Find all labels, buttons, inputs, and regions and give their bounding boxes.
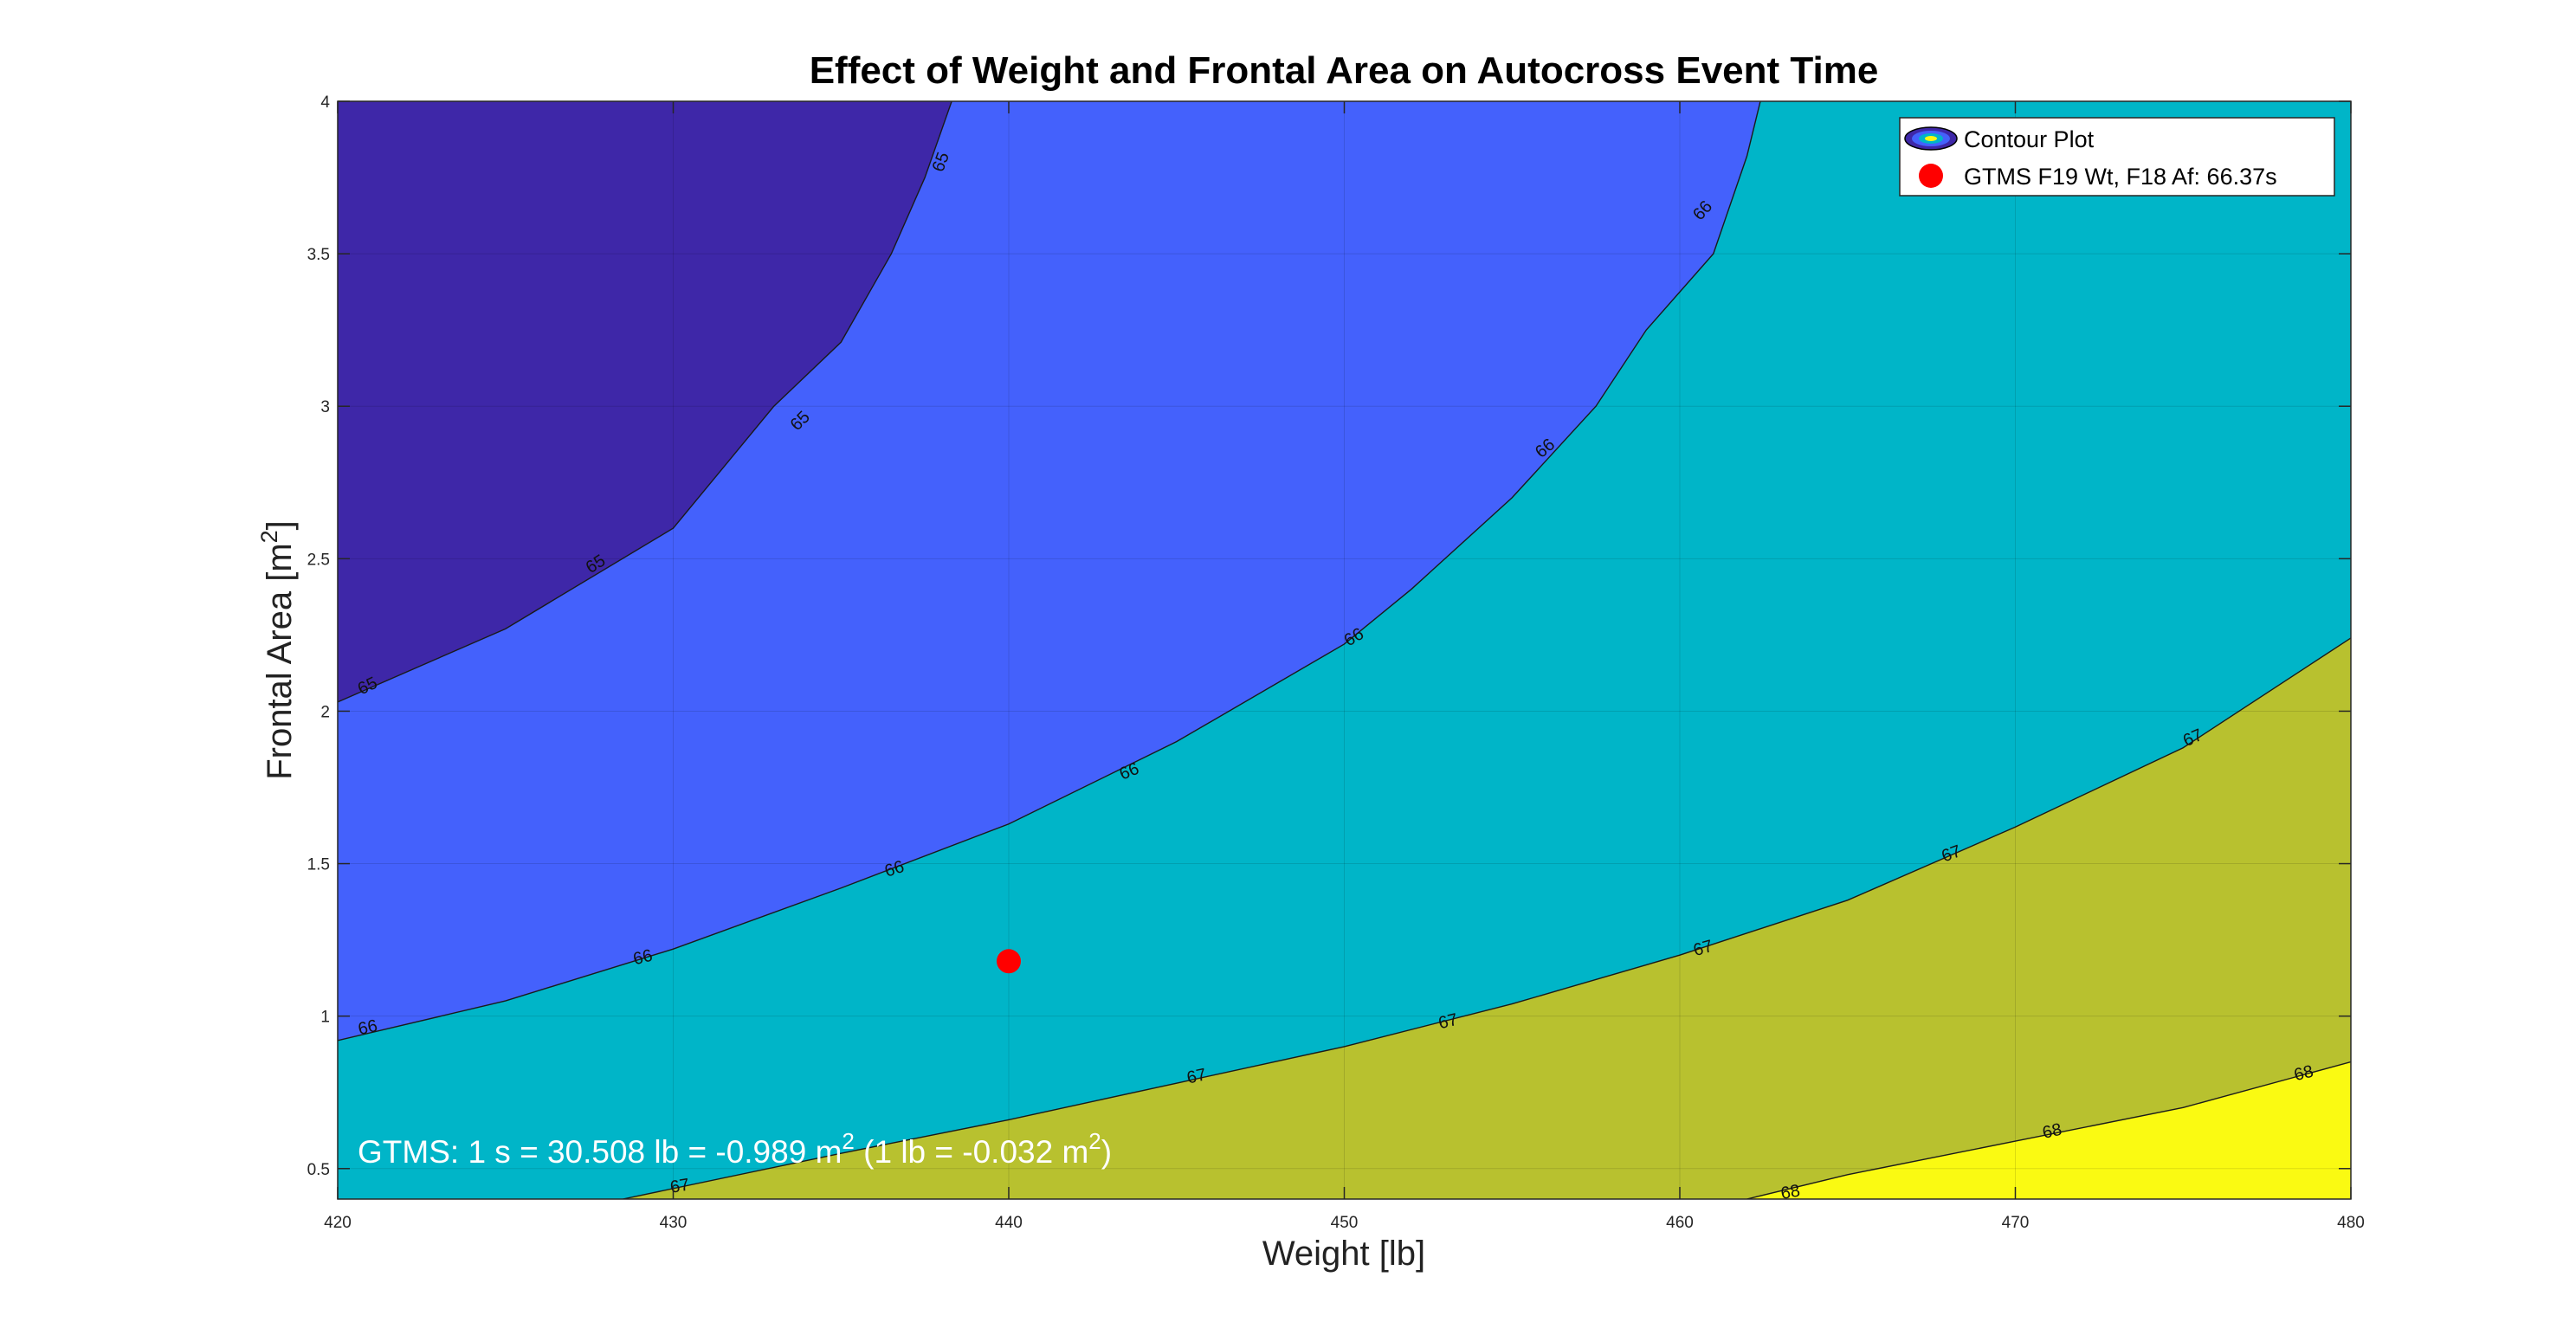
data-markers [997,949,1021,974]
legend: Contour Plot GTMS F19 Wt, F18 Af: 66.37s [1899,117,2335,197]
x-tick-label: 430 [660,1214,688,1232]
legend-box [1899,117,2335,197]
x-tick-label: 450 [1331,1214,1359,1232]
contour-line-66 [338,101,1761,1042]
y-tick-label: 0.5 [307,1161,330,1179]
y-tick-label: 1 [320,1009,330,1027]
contour-line-68 [1746,1061,2351,1199]
y-tick-label: 3.5 [307,246,330,264]
contour-label: 68 [1779,1181,1802,1203]
y-tick-label: 2.5 [307,551,330,569]
legend-label-marker: GTMS F19 Wt, F18 Af: 66.37s [1964,164,2277,190]
y-tick-label: 2 [320,703,330,721]
contour-label: 67 [1185,1065,1208,1087]
x-tick-label: 480 [2337,1214,2365,1232]
annotation-part1: GTMS: 1 s = 30.508 lb = -0.989 m [358,1134,842,1170]
y-tick-label: 3 [320,398,330,416]
chart-title: Effect of Weight and Frontal Area on Aut… [810,49,1879,92]
axis-ticks: 420 430 440 450 460 470 480 0.5 1 1.5 2 2.5 3 3.5 4 [307,94,2365,1232]
legend-marker-icon [1919,164,1943,188]
contour-label: 67 [668,1175,691,1197]
y-tick-label: 1.5 [307,856,330,874]
y-tick-label: 4 [320,94,330,112]
contour-regions [338,101,2351,1199]
annotation-part3: ) [1101,1134,1112,1170]
grid-lines [338,101,2351,1199]
data-point-gtms [997,949,1021,974]
contour-region-65 [338,101,952,1199]
y-axis-label: Frontal Area [m2] [256,520,299,780]
y-axis-label-main: Frontal Area [m [261,543,299,779]
contour-label: 66 [631,946,655,970]
contour-label: 66 [357,1016,379,1039]
contour-label: 67 [1436,1010,1460,1034]
y-axis-label-sup: 2 [256,530,282,543]
x-tick-label: 420 [324,1214,352,1232]
annotation-part2: (1 lb = -0.032 m [855,1134,1088,1170]
annotation-sup1: 2 [842,1128,854,1154]
x-tick-label: 460 [1666,1214,1694,1232]
legend-label-contour: Contour Plot [1964,126,2095,152]
legend-contour-icon [1904,126,1958,151]
y-axis-label-end: ] [261,520,299,530]
x-tick-label: 440 [995,1214,1023,1232]
annotation-sup2: 2 [1088,1128,1101,1154]
x-tick-label: 470 [2002,1214,2030,1232]
contour-line-67 [623,637,2351,1199]
contour-line-65 [338,101,952,703]
x-axis-label: Weight [lb] [1262,1235,1425,1273]
annotation-text: GTMS: 1 s = 30.508 lb = -0.989 m2 (1 lb … [358,1128,1112,1170]
contour-label: 68 [2292,1062,2315,1086]
contour-label: 68 [2041,1120,2063,1143]
